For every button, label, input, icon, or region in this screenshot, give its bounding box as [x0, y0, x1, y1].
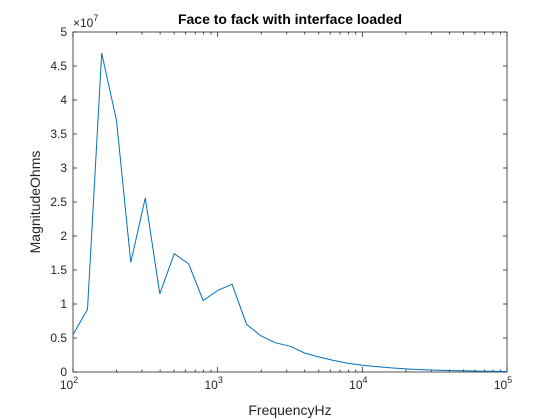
y-exponent-base: ×10 [73, 16, 94, 30]
y-tick-label: 2 [60, 229, 67, 243]
y-tick-label: 4 [60, 93, 67, 107]
plot-area [72, 31, 508, 373]
x-tick-label: 105 [494, 375, 512, 392]
series-line [72, 52, 508, 372]
y-tick-label: 1.5 [50, 263, 67, 277]
ticks [72, 31, 508, 373]
y-exponent-power: 7 [93, 13, 98, 23]
y-tick-label: 5 [60, 25, 67, 39]
x-tick-label: 104 [349, 375, 367, 392]
tick-labels: 0 0.5 1 1.5 2 2.5 3 3.5 4 4.5 5 102 103 104 105 [50, 25, 512, 392]
x-tick-label: 103 [204, 375, 222, 392]
y-axis-label: MagnitudeOhms [27, 151, 43, 254]
chart-title: Face to fack with interface loaded [178, 11, 402, 27]
x-axis-label: FrequencyHz [248, 402, 331, 418]
y-tick-label: 1 [60, 297, 67, 311]
y-tick-label: 0.5 [50, 331, 67, 345]
y-tick-label: 3 [60, 161, 67, 175]
x-tick-label: 102 [60, 375, 78, 392]
y-tick-label: 3.5 [50, 127, 67, 141]
y-exponent-label: ×107 [73, 13, 98, 30]
y-tick-label: 4.5 [50, 59, 67, 73]
y-tick-label: 2.5 [50, 195, 67, 209]
y-tick-label: 0 [60, 365, 67, 379]
